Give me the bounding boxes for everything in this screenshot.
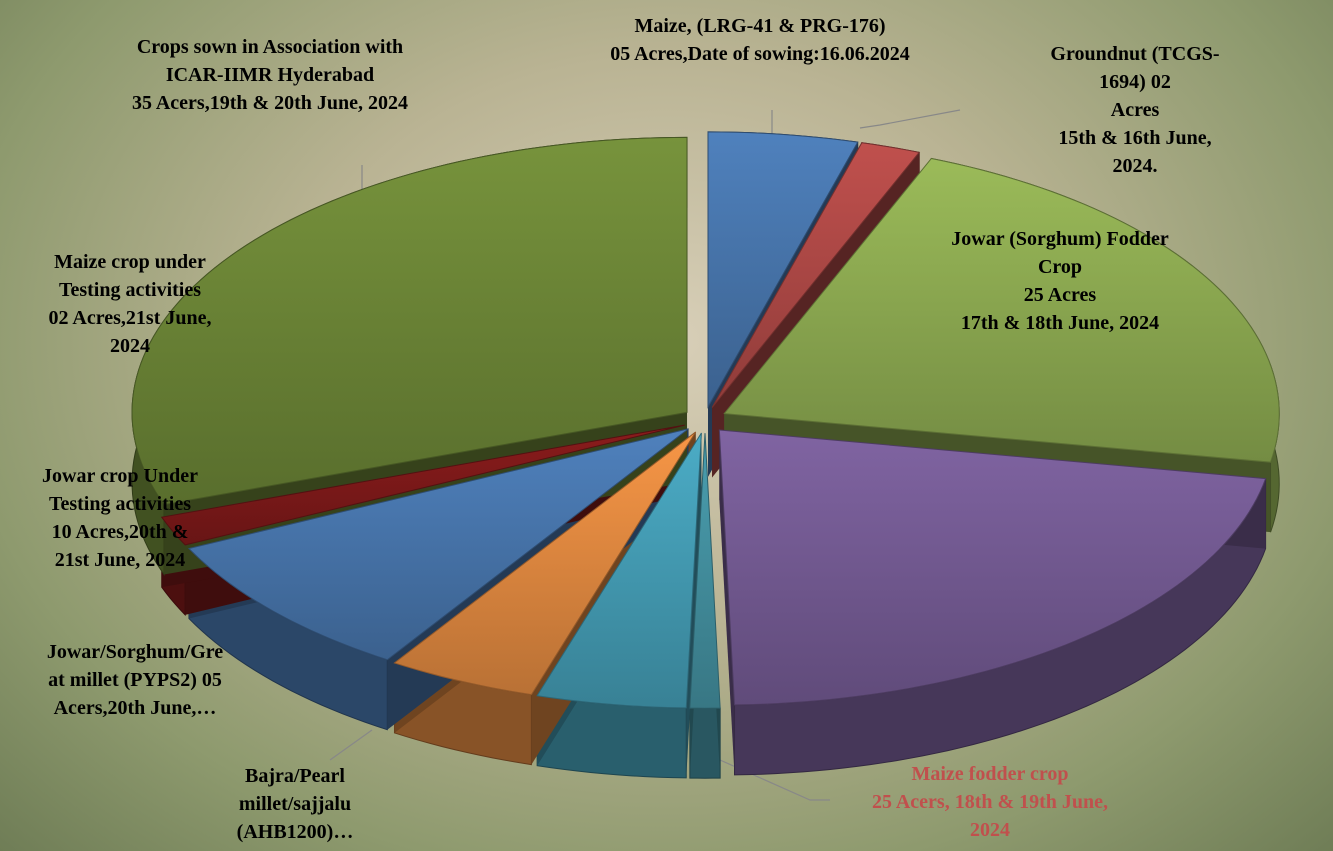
slice <box>689 433 721 709</box>
slice <box>131 136 688 506</box>
slice-edge <box>719 430 735 775</box>
slice <box>187 428 689 661</box>
slice-label: Maize, (LRG-41 & PRG-176) 05 Acres,Date … <box>610 15 910 65</box>
slice-label: Jowar (Sorghum) Fodder Crop 25 Acres 17t… <box>951 228 1169 334</box>
slice-edge <box>686 433 702 778</box>
slice-label: Jowar/Sorghum/Gre at millet (PYPS2) 05 A… <box>46 641 224 719</box>
slice <box>536 432 702 709</box>
slice-side <box>689 707 721 779</box>
slice-label: Jowar crop Under Testing activities 10 A… <box>42 465 198 571</box>
slice <box>160 424 685 546</box>
slice-label: Bajra/Pearl millet/sajjalu (AHB1200)… <box>236 765 354 843</box>
slice-label: Crops sown in Association with ICAR-IIMR… <box>131 36 409 114</box>
slice <box>707 131 859 409</box>
slice-label: Groundnut (TCGS-1694) 02 Acres 15th & 16… <box>1050 43 1220 177</box>
slice <box>393 431 697 696</box>
leader-line <box>329 729 373 761</box>
leader-line <box>859 109 961 129</box>
slice-label: Maize fodder crop 25 Acers, 18th & 19th … <box>871 763 1109 841</box>
slice <box>718 429 1267 706</box>
slice-label: Maize crop under Testing activities 02 A… <box>48 251 212 357</box>
slice <box>723 157 1280 463</box>
slice <box>711 142 921 408</box>
